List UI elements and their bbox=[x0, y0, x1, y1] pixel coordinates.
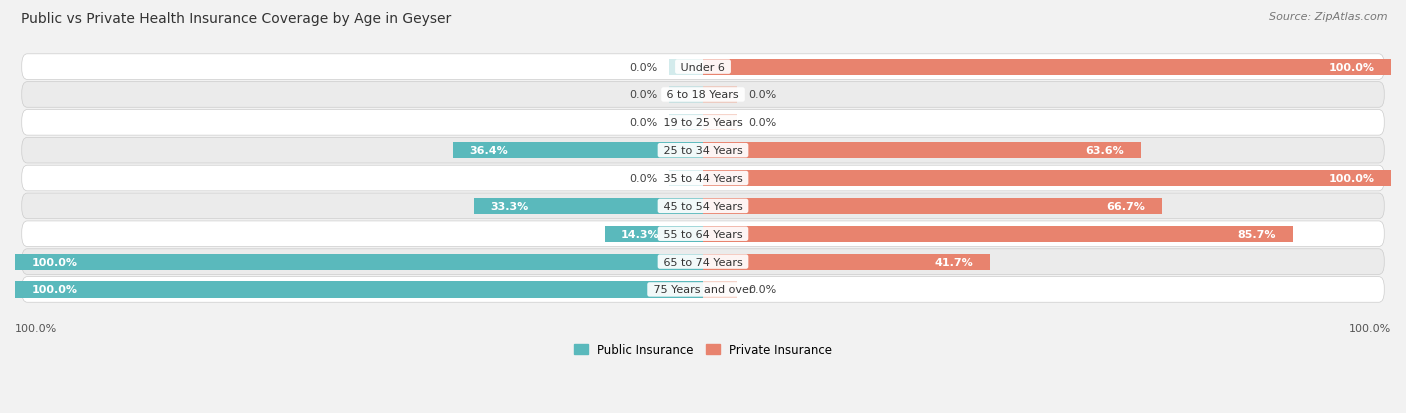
Text: Source: ZipAtlas.com: Source: ZipAtlas.com bbox=[1270, 12, 1388, 22]
Text: 100.0%: 100.0% bbox=[31, 285, 77, 295]
Bar bbox=[703, 282, 737, 298]
Text: 14.3%: 14.3% bbox=[621, 229, 659, 239]
Text: 100.0%: 100.0% bbox=[15, 323, 58, 333]
FancyBboxPatch shape bbox=[21, 83, 1385, 108]
Text: Under 6: Under 6 bbox=[678, 62, 728, 72]
Bar bbox=[703, 198, 1161, 214]
Bar bbox=[15, 254, 703, 270]
FancyBboxPatch shape bbox=[21, 194, 1385, 219]
FancyBboxPatch shape bbox=[21, 166, 1385, 191]
Text: 100.0%: 100.0% bbox=[1348, 323, 1391, 333]
Text: 41.7%: 41.7% bbox=[935, 257, 973, 267]
Text: 0.0%: 0.0% bbox=[630, 62, 658, 72]
Text: 45 to 54 Years: 45 to 54 Years bbox=[659, 202, 747, 211]
FancyBboxPatch shape bbox=[21, 138, 1385, 164]
Text: 19 to 25 Years: 19 to 25 Years bbox=[659, 118, 747, 128]
Text: 55 to 64 Years: 55 to 64 Years bbox=[659, 229, 747, 239]
Bar bbox=[669, 171, 703, 187]
Bar bbox=[453, 143, 703, 159]
Bar bbox=[703, 171, 1391, 187]
Text: 0.0%: 0.0% bbox=[630, 118, 658, 128]
Bar bbox=[703, 87, 737, 103]
Text: 65 to 74 Years: 65 to 74 Years bbox=[659, 257, 747, 267]
Legend: Public Insurance, Private Insurance: Public Insurance, Private Insurance bbox=[569, 338, 837, 361]
FancyBboxPatch shape bbox=[21, 277, 1385, 302]
Text: 100.0%: 100.0% bbox=[31, 257, 77, 267]
Bar bbox=[703, 59, 1391, 76]
Bar bbox=[474, 198, 703, 214]
Bar bbox=[669, 87, 703, 103]
Text: 0.0%: 0.0% bbox=[630, 173, 658, 184]
Bar bbox=[703, 143, 1140, 159]
Text: 35 to 44 Years: 35 to 44 Years bbox=[659, 173, 747, 184]
Text: 63.6%: 63.6% bbox=[1085, 146, 1123, 156]
Text: 25 to 34 Years: 25 to 34 Years bbox=[659, 146, 747, 156]
FancyBboxPatch shape bbox=[21, 221, 1385, 247]
Text: 0.0%: 0.0% bbox=[748, 90, 776, 100]
Bar bbox=[703, 254, 990, 270]
Bar bbox=[605, 226, 703, 242]
Text: 66.7%: 66.7% bbox=[1107, 202, 1146, 211]
Text: Public vs Private Health Insurance Coverage by Age in Geyser: Public vs Private Health Insurance Cover… bbox=[21, 12, 451, 26]
Bar bbox=[669, 59, 703, 76]
Bar bbox=[703, 226, 1292, 242]
FancyBboxPatch shape bbox=[21, 249, 1385, 275]
Text: 0.0%: 0.0% bbox=[748, 285, 776, 295]
Text: 36.4%: 36.4% bbox=[470, 146, 508, 156]
FancyBboxPatch shape bbox=[21, 110, 1385, 136]
Text: 100.0%: 100.0% bbox=[1329, 62, 1375, 72]
Text: 100.0%: 100.0% bbox=[1329, 173, 1375, 184]
Bar bbox=[15, 282, 703, 298]
Text: 0.0%: 0.0% bbox=[630, 90, 658, 100]
Text: 0.0%: 0.0% bbox=[748, 118, 776, 128]
Text: 6 to 18 Years: 6 to 18 Years bbox=[664, 90, 742, 100]
Text: 85.7%: 85.7% bbox=[1237, 229, 1277, 239]
Bar bbox=[703, 115, 737, 131]
Bar bbox=[669, 115, 703, 131]
Text: 33.3%: 33.3% bbox=[491, 202, 529, 211]
Text: 75 Years and over: 75 Years and over bbox=[650, 285, 756, 295]
FancyBboxPatch shape bbox=[21, 55, 1385, 80]
